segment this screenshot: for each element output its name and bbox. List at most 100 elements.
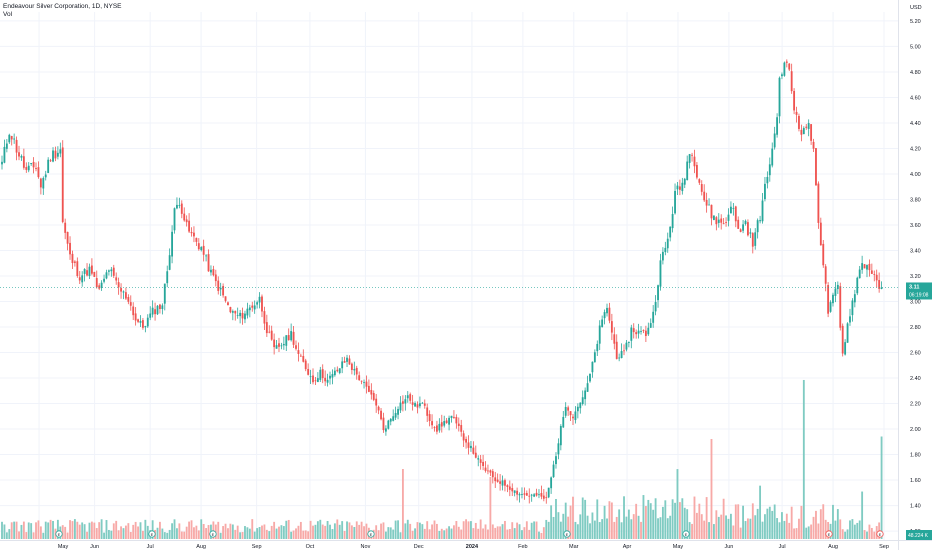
candle-body — [15, 139, 18, 153]
candle-body — [681, 182, 684, 192]
candle-body — [52, 150, 54, 162]
candle-body — [479, 459, 482, 463]
volume-bar — [193, 527, 195, 539]
volume-bar — [76, 521, 79, 539]
candle-body — [261, 296, 263, 312]
volume-bar — [309, 520, 312, 539]
volume-bar — [93, 522, 96, 539]
candle-body — [533, 494, 536, 497]
candle-body — [409, 394, 412, 401]
candle-body — [603, 312, 606, 319]
candle-body — [440, 422, 443, 427]
candle-body — [744, 220, 747, 224]
volume-bar — [771, 510, 774, 539]
candle-body — [127, 297, 130, 302]
candle-body — [382, 417, 385, 431]
candle-body — [652, 311, 655, 323]
volume-bar — [516, 522, 519, 539]
candle-body — [462, 433, 465, 441]
candle-body — [161, 305, 164, 310]
y-tick-label: 5.00 — [910, 44, 921, 50]
candle-body — [197, 243, 200, 250]
volume-bar — [124, 525, 127, 539]
volume-bar — [661, 506, 664, 539]
volume-bar — [504, 520, 506, 539]
candle-body — [190, 232, 193, 234]
candle-body — [401, 401, 404, 404]
volume-bar — [423, 528, 426, 539]
volume-bar — [110, 530, 113, 539]
candle-body — [781, 74, 783, 77]
volume-bar — [615, 516, 618, 539]
volume-bar — [190, 520, 193, 539]
volume-bar — [418, 522, 421, 539]
candle-body — [829, 302, 832, 312]
candle-body — [880, 287, 883, 289]
candle-body — [608, 307, 611, 321]
candle-body — [115, 277, 118, 281]
volume-bar — [798, 518, 800, 539]
volume-bar — [499, 526, 502, 539]
candle-body — [353, 369, 356, 371]
volume-bar — [642, 495, 645, 539]
volume-bar — [691, 523, 693, 539]
candle-body — [836, 284, 839, 290]
candle-body — [581, 397, 584, 404]
volume-bar — [530, 522, 533, 539]
candle-body — [747, 222, 749, 236]
candle-body — [363, 382, 365, 383]
x-tick-label: Apr — [623, 544, 632, 550]
volume-bar — [644, 506, 647, 539]
volume-bar — [290, 531, 293, 539]
volume-bar — [637, 515, 640, 539]
volume-bar — [363, 526, 365, 539]
candle-body — [61, 147, 64, 222]
volume-bar — [178, 523, 181, 539]
candle-body — [341, 361, 344, 369]
volume-bar — [815, 510, 817, 539]
candle-body — [292, 331, 295, 345]
y-tick-label: 4.80 — [910, 70, 921, 76]
y-tick-label: 2.40 — [910, 376, 921, 382]
candle-body — [764, 183, 766, 200]
candle-body — [482, 461, 485, 466]
candle-body — [370, 389, 373, 395]
volume-bar — [487, 529, 489, 539]
volume-bar — [377, 530, 380, 539]
candle-body — [579, 402, 582, 409]
volume-bar — [112, 523, 115, 539]
candle-body — [547, 487, 550, 498]
volume-bar — [202, 523, 205, 539]
x-tick-label: Aug — [828, 544, 838, 550]
candle-body — [234, 310, 237, 314]
candle-body — [691, 154, 693, 156]
candle-body — [132, 306, 135, 316]
volume-bar — [287, 519, 290, 539]
candle-body — [727, 214, 730, 221]
volume-bar — [348, 522, 351, 539]
candle-body — [635, 332, 638, 335]
volume-bar — [353, 527, 356, 539]
candle-body — [759, 220, 762, 222]
candle-body — [798, 115, 800, 129]
volume-bar — [217, 521, 220, 539]
candle-body — [355, 367, 358, 375]
candle-body — [350, 363, 353, 370]
candle-body — [304, 360, 307, 370]
volume-bar — [280, 525, 283, 539]
volume-bar — [722, 498, 725, 539]
candle-body — [671, 214, 674, 229]
candle-body — [54, 150, 57, 159]
candle-body — [212, 269, 215, 276]
candle-body — [470, 445, 472, 449]
volume-bar — [853, 524, 856, 539]
volume-bar — [15, 521, 18, 539]
candle-body — [688, 154, 691, 163]
volume-bar — [465, 519, 468, 539]
volume-bar — [540, 532, 543, 539]
volume-bar — [538, 531, 540, 539]
candle-body — [73, 261, 76, 263]
volume-bar — [477, 528, 480, 539]
volume-bar — [212, 521, 215, 539]
